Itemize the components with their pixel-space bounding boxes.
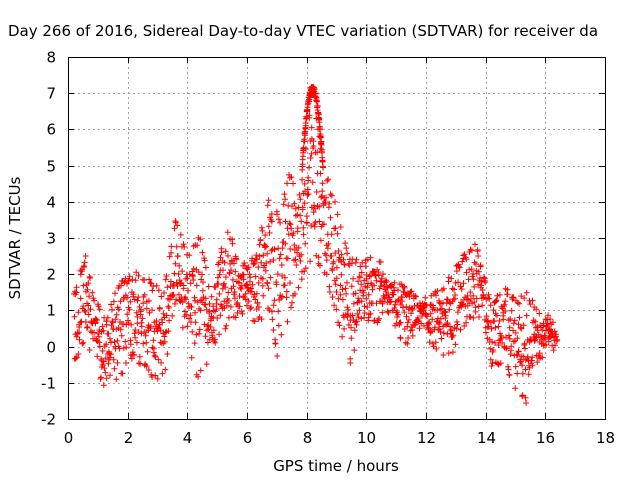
y-tick-label: -2 (41, 411, 56, 429)
data-points (71, 83, 561, 406)
y-tick-label: 3 (46, 230, 56, 248)
x-axis-label: GPS time / hours (273, 457, 399, 475)
x-tick-label: 4 (183, 429, 193, 447)
y-tick-label: 0 (46, 339, 56, 357)
x-tick-label: 2 (124, 429, 134, 447)
y-tick-label: 4 (46, 194, 56, 212)
x-tick-label: 10 (357, 429, 376, 447)
y-tick-label: -1 (41, 375, 56, 393)
y-tick-label: 5 (46, 158, 56, 176)
x-tick-label: 16 (536, 429, 555, 447)
y-tick-label: 1 (46, 302, 56, 320)
y-tick-label: 8 (46, 49, 56, 67)
x-tick-label: 14 (477, 429, 496, 447)
x-tick-label: 12 (417, 429, 436, 447)
x-tick-label: 18 (596, 429, 615, 447)
y-tick-label: 2 (46, 266, 56, 284)
y-axis-label: SDTVAR / TECUs (6, 176, 24, 299)
y-tick-label: 7 (46, 85, 56, 103)
x-tick-label: 8 (303, 429, 313, 447)
x-tick-label: 0 (64, 429, 74, 447)
x-tick-label: 6 (243, 429, 253, 447)
y-tick-label: 6 (46, 121, 56, 139)
sdtvar-markers (71, 83, 561, 406)
chart-title: Day 266 of 2016, Sidereal Day-to-day VTE… (8, 22, 598, 40)
